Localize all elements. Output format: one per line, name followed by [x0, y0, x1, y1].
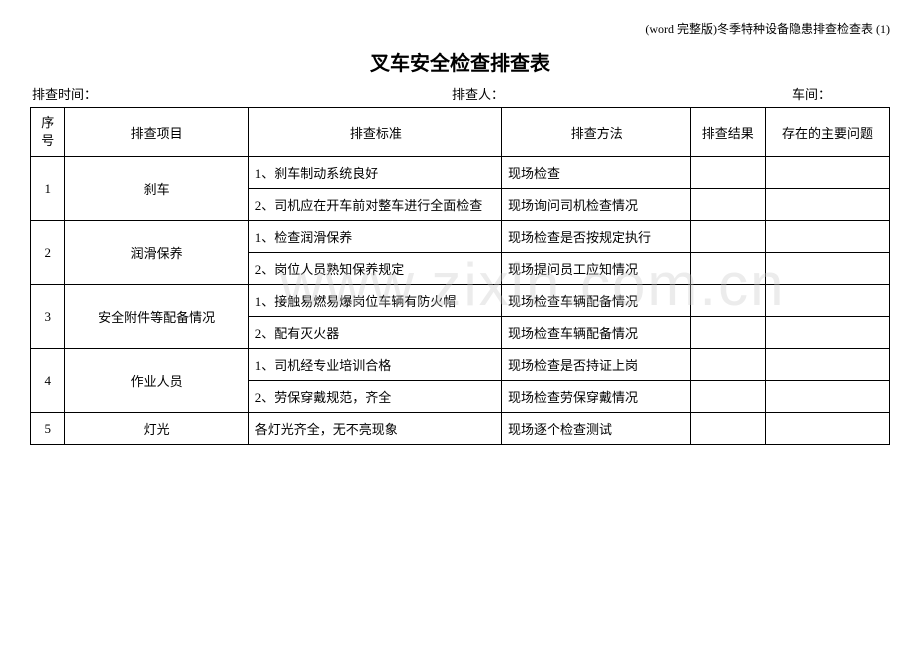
- col-std-header: 排查标准: [248, 108, 501, 157]
- cell-result: [690, 381, 765, 413]
- col-item-header: 排查项目: [65, 108, 248, 157]
- cell-result: [690, 349, 765, 381]
- cell-seq: 1: [31, 157, 65, 221]
- col-seq-header: 序 号: [31, 108, 65, 157]
- cell-item: 安全附件等配备情况: [65, 285, 248, 349]
- header-note: (word 完整版)冬季特种设备隐患排查检查表 (1): [30, 20, 890, 37]
- cell-seq: 2: [31, 221, 65, 285]
- cell-standard: 1、刹车制动系统良好: [248, 157, 501, 189]
- table-row: 5灯光各灯光齐全，无不亮现象现场逐个检查测试: [31, 413, 890, 445]
- cell-method: 现场检查车辆配备情况: [501, 317, 690, 349]
- cell-method: 现场提问员工应知情况: [501, 253, 690, 285]
- cell-issue: [766, 317, 890, 349]
- cell-result: [690, 157, 765, 189]
- cell-issue: [766, 157, 890, 189]
- cell-standard: 1、检查润滑保养: [248, 221, 501, 253]
- cell-issue: [766, 253, 890, 285]
- cell-result: [690, 253, 765, 285]
- cell-result: [690, 413, 765, 445]
- cell-standard: 2、岗位人员熟知保养规定: [248, 253, 501, 285]
- cell-issue: [766, 413, 890, 445]
- cell-issue: [766, 285, 890, 317]
- cell-issue: [766, 189, 890, 221]
- cell-standard: 各灯光齐全，无不亮现象: [248, 413, 501, 445]
- cell-standard: 2、配有灭火器: [248, 317, 501, 349]
- cell-result: [690, 221, 765, 253]
- seq-header-1: 序: [35, 114, 60, 132]
- cell-method: 现场检查是否持证上岗: [501, 349, 690, 381]
- col-method-header: 排查方法: [501, 108, 690, 157]
- cell-seq: 3: [31, 285, 65, 349]
- cell-method: 现场检查: [501, 157, 690, 189]
- cell-method: 现场检查车辆配备情况: [501, 285, 690, 317]
- info-time: 排查时间：: [32, 84, 452, 103]
- table-row: 4作业人员1、司机经专业培训合格现场检查是否持证上岗: [31, 349, 890, 381]
- cell-seq: 5: [31, 413, 65, 445]
- cell-result: [690, 189, 765, 221]
- table-row: 1刹车1、刹车制动系统良好现场检查: [31, 157, 890, 189]
- cell-standard: 1、接触易燃易爆岗位车辆有防火帽: [248, 285, 501, 317]
- info-row: 排查时间： 排查人： 车间：: [30, 84, 890, 103]
- inspection-table: 序 号 排查项目 排查标准 排查方法 排查结果 存在的主要问题 1刹车1、刹车制…: [30, 107, 890, 445]
- cell-issue: [766, 381, 890, 413]
- cell-standard: 2、劳保穿戴规范，齐全: [248, 381, 501, 413]
- table-row: 2润滑保养1、检查润滑保养现场检查是否按规定执行: [31, 221, 890, 253]
- cell-item: 作业人员: [65, 349, 248, 413]
- cell-method: 现场检查是否按规定执行: [501, 221, 690, 253]
- cell-item: 刹车: [65, 157, 248, 221]
- cell-standard: 1、司机经专业培训合格: [248, 349, 501, 381]
- info-person: 排查人：: [452, 84, 792, 103]
- col-result-header: 排查结果: [690, 108, 765, 157]
- seq-header-2: 号: [35, 132, 60, 150]
- table-header-row: 序 号 排查项目 排查标准 排查方法 排查结果 存在的主要问题: [31, 108, 890, 157]
- cell-standard: 2、司机应在开车前对整车进行全面检查: [248, 189, 501, 221]
- cell-seq: 4: [31, 349, 65, 413]
- col-issue-header: 存在的主要问题: [766, 108, 890, 157]
- cell-item: 灯光: [65, 413, 248, 445]
- table-row: 3安全附件等配备情况1、接触易燃易爆岗位车辆有防火帽现场检查车辆配备情况: [31, 285, 890, 317]
- cell-method: 现场检查劳保穿戴情况: [501, 381, 690, 413]
- cell-method: 现场逐个检查测试: [501, 413, 690, 445]
- info-workshop: 车间：: [792, 84, 888, 103]
- cell-result: [690, 285, 765, 317]
- cell-issue: [766, 349, 890, 381]
- cell-result: [690, 317, 765, 349]
- cell-issue: [766, 221, 890, 253]
- cell-method: 现场询问司机检查情况: [501, 189, 690, 221]
- page-title: 叉车安全检查排查表: [30, 47, 890, 76]
- cell-item: 润滑保养: [65, 221, 248, 285]
